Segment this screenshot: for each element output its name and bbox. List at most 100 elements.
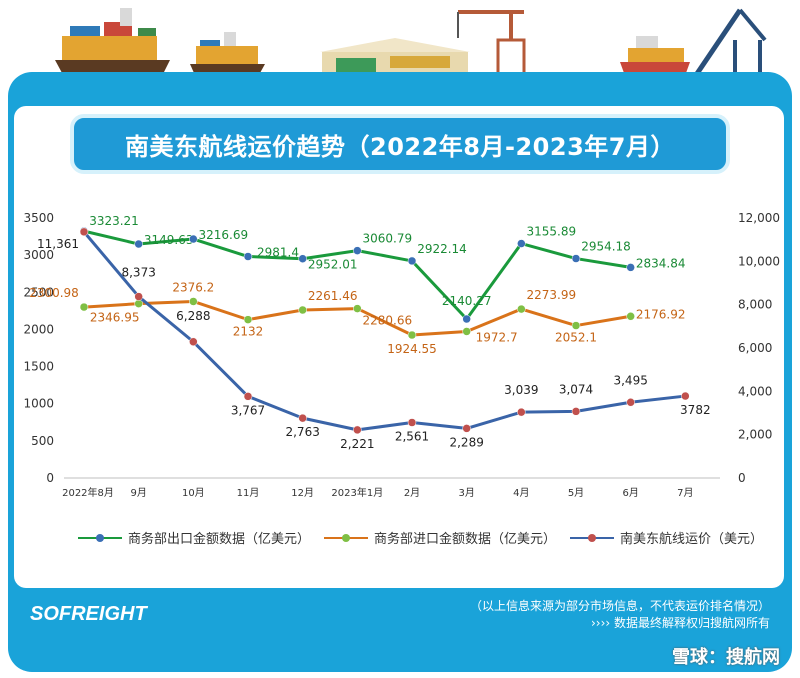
data-label-import: 2280.66: [363, 314, 413, 328]
x-tick-label: 4月: [513, 487, 529, 499]
data-label-export: 3060.79: [363, 232, 413, 246]
data-label-import: 2273.99: [527, 288, 577, 302]
legend-swatch-import: [324, 532, 369, 544]
data-label-export: 2952.01: [308, 258, 358, 272]
x-tick-label: 7月: [677, 487, 693, 499]
data-point-import: [134, 299, 143, 308]
data-point-import: [626, 312, 635, 321]
data-point-import: [79, 302, 89, 312]
data-point-freight: [462, 424, 471, 433]
data-point-freight: [571, 407, 581, 416]
y-left-tick-label: 500: [31, 434, 54, 448]
data-label-import: 1924.55: [387, 342, 437, 356]
data-label-import: 2376.2: [172, 280, 214, 294]
data-label-export: 3216.69: [199, 228, 249, 242]
data-point-export: [298, 254, 307, 263]
data-point-freight: [79, 227, 89, 237]
y-right-tick-label: 12,000: [738, 211, 780, 225]
data-label-import: 2176.92: [636, 307, 686, 321]
data-label-freight: 2,561: [395, 430, 429, 444]
data-point-freight: [134, 292, 143, 301]
title-banner: 南美东航线运价趋势（2022年8月-2023年7月）: [70, 114, 730, 174]
data-point-freight: [517, 407, 526, 417]
data-label-import: 2300.98: [29, 286, 79, 300]
x-tick-label: 2023年1月: [331, 486, 383, 499]
data-point-freight: [626, 398, 635, 407]
data-label-export: 3323.21: [89, 214, 139, 228]
data-label-export: 2981.4: [257, 246, 299, 260]
y-right-tick-label: 8,000: [738, 298, 772, 312]
y-left-tick-label: 2000: [23, 322, 54, 336]
data-label-freight: 6,288: [176, 309, 210, 323]
x-tick-label: 6月: [622, 487, 638, 499]
x-tick-label: 11月: [237, 487, 260, 499]
data-point-export: [134, 239, 143, 249]
data-label-freight: 3,074: [559, 382, 593, 396]
data-point-import: [298, 305, 307, 315]
series-line-freight: [82, 230, 686, 432]
y-left-tick-label: 3500: [23, 211, 54, 225]
chart-panel: [14, 106, 784, 588]
data-label-freight: 2,221: [340, 437, 374, 451]
data-point-export: [407, 256, 417, 266]
data-point-import: [243, 315, 253, 324]
data-point-freight: [298, 413, 307, 423]
data-point-import: [517, 304, 526, 314]
data-label-import: 2052.1: [555, 331, 597, 345]
data-label-export: 2922.14: [417, 242, 467, 256]
legend-item-import: 商务部进口金额数据（亿美元）: [324, 528, 556, 547]
data-point-import: [353, 304, 362, 313]
data-point-export: [571, 254, 581, 263]
data-label-import: 1972.7: [476, 330, 518, 344]
legend-swatch-export: [78, 532, 122, 544]
legend-swatch-freight: [570, 532, 615, 544]
data-point-freight: [189, 337, 198, 347]
data-point-export: [353, 246, 362, 255]
y-right-tick-label: 2,000: [738, 428, 772, 442]
data-label-freight: 2,763: [285, 425, 319, 439]
x-tick-label: 2月: [404, 487, 420, 499]
data-label-freight: 11,361: [37, 237, 79, 251]
data-point-import: [571, 321, 581, 330]
data-point-import: [189, 297, 198, 306]
rights-note: ›››› 数据最终解释权归搜航网所有: [590, 616, 770, 630]
data-label-freight: 3,495: [613, 373, 647, 387]
data-label-export: 2834.84: [636, 256, 686, 270]
y-left-tick-label: 3000: [23, 248, 54, 262]
y-right-tick-label: 4,000: [738, 384, 772, 398]
crane-icon: [457, 10, 526, 84]
y-left-tick-label: 1000: [23, 397, 54, 411]
data-point-freight: [407, 418, 417, 427]
legend-item-export: 商务部出口金额数据（亿美元）: [78, 528, 310, 547]
data-label-import: 2346.95: [90, 311, 140, 325]
legend-label-import: 商务部进口金额数据（亿美元）: [374, 532, 557, 547]
legend-label-export: 商务部出口金额数据（亿美元）: [128, 532, 311, 547]
data-label-export: 3149.63: [144, 233, 194, 247]
chart-legend: 商务部出口金额数据（亿美元） 商务部进口金额数据（亿美元） 南美东航线运价（美元…: [78, 528, 763, 547]
data-label-freight: 3782: [680, 403, 711, 417]
data-label-export: 2140.27: [442, 294, 492, 308]
data-point-freight: [243, 392, 253, 401]
legend-item-freight: 南美东航线运价（美元）: [570, 528, 763, 547]
data-label-freight: 2,289: [449, 435, 483, 449]
data-point-export: [189, 234, 198, 244]
x-tick-label: 3月: [458, 487, 474, 499]
source-note: （以上信息来源为部分市场信息，不代表运价排名情况）: [469, 599, 770, 613]
sofreight-logo: SOFREIGHT: [30, 603, 147, 625]
data-point-freight: [353, 425, 362, 435]
data-point-export: [626, 263, 635, 272]
x-tick-label: 9月: [130, 487, 146, 499]
data-label-export: 3155.89: [527, 225, 577, 239]
data-point-export: [462, 314, 471, 324]
data-label-import: 2261.46: [308, 289, 358, 303]
data-label-freight: 3,039: [504, 383, 538, 397]
y-left-tick-label: 2500: [23, 285, 54, 299]
data-point-import: [407, 330, 417, 340]
y-right-tick-label: 10,000: [738, 254, 780, 268]
y-left-tick-label: 1500: [23, 360, 54, 374]
data-point-export: [517, 239, 526, 248]
watermark: 雪球：搜航网: [672, 647, 780, 668]
x-tick-label: 2022年8月: [62, 486, 114, 499]
data-label-import: 2132: [233, 325, 264, 339]
